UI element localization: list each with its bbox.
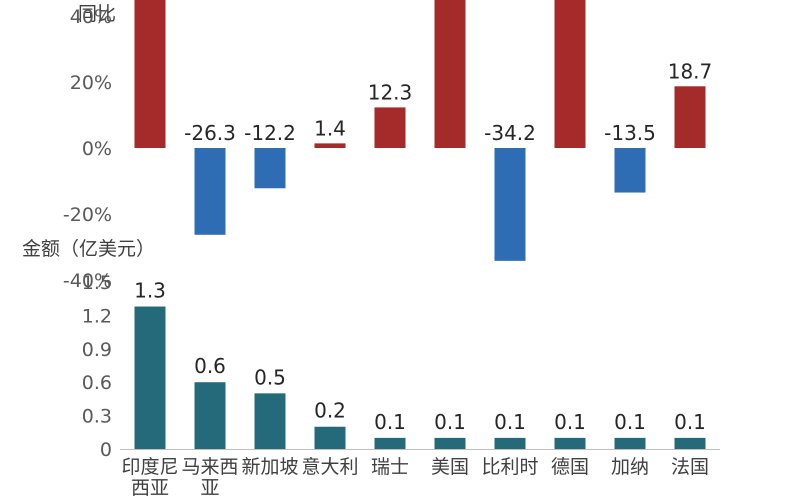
amount-bars	[134, 306, 706, 449]
amount-chart: 金额（亿美元） 1.5 1.2 0.9 0.6 0.3 0 1.3 0.6 0.5 0.2 0.1…	[22, 238, 720, 499]
category-label: 瑞士	[371, 456, 409, 478]
category-label: 法国	[671, 456, 709, 478]
yoy-bar	[554, 0, 586, 148]
amount-bar	[614, 437, 646, 449]
category-label: 美国	[431, 456, 469, 478]
amount-data-label: 0.1	[614, 410, 646, 434]
amount-bar	[434, 437, 466, 449]
amount-y-tick-label: 1.2	[82, 305, 112, 327]
yoy-data-label: 18.7	[668, 59, 713, 83]
amount-data-label: 1.3	[134, 279, 166, 303]
amount-y-tick-label: 0	[100, 439, 112, 461]
amount-data-label: 0.5	[254, 365, 286, 389]
amount-data-label: 0.1	[554, 410, 586, 434]
yoy-bar	[674, 86, 706, 148]
yoy-bar	[254, 148, 286, 189]
yoy-y-tick-label: -40%	[63, 270, 112, 292]
yoy-data-labels: 50.5-26.3-12.21.412.354.9-34.247.2-13.51…	[184, 59, 713, 145]
yoy-data-label: -12.2	[244, 121, 296, 145]
yoy-data-label: -13.5	[604, 121, 656, 145]
amount-data-label: 0.1	[434, 410, 466, 434]
yoy-y-tick-label: 0%	[82, 138, 112, 160]
amount-bar	[494, 437, 526, 449]
amount-data-label: 0.1	[374, 410, 406, 434]
amount-data-label: 0.1	[674, 410, 706, 434]
category-label-line: 意大利	[301, 456, 358, 478]
category-label: 比利时	[481, 456, 538, 478]
category-label-line: 新加坡	[241, 456, 298, 478]
yoy-chart: 同比 60%40%20%0%-20%-40% 50.5-26.3-12.21.4…	[63, 0, 713, 292]
amount-y-tick-label: 0.3	[82, 406, 112, 428]
yoy-bar	[194, 148, 226, 235]
yoy-data-label: -26.3	[184, 121, 236, 145]
amount-y-ticks: 1.5 1.2 0.9 0.6 0.3 0	[82, 272, 112, 461]
category-label: 意大利	[301, 456, 358, 478]
amount-data-label: 0.6	[194, 354, 226, 378]
yoy-y-tick-label: 40%	[70, 6, 112, 28]
category-label: 德国	[551, 456, 589, 478]
yoy-bar	[134, 0, 166, 148]
category-label-line: 印度尼	[121, 456, 178, 478]
category-label-line: 马来西	[181, 456, 238, 478]
yoy-bar	[374, 107, 406, 148]
yoy-data-label: -34.2	[484, 121, 536, 145]
amount-bar	[674, 437, 706, 449]
category-label-line: 法国	[671, 456, 709, 478]
yoy-data-label: 12.3	[368, 80, 413, 104]
category-label-line: 加纳	[611, 456, 649, 478]
amount-y-tick-label: 0.6	[82, 372, 112, 394]
yoy-bars	[134, 0, 706, 261]
amount-data-label: 0.1	[494, 410, 526, 434]
amount-y-tick-label: 1.5	[82, 272, 112, 294]
category-label: 印度尼西亚	[121, 456, 178, 499]
category-label: 加纳	[611, 456, 649, 478]
category-label-line: 德国	[551, 456, 589, 478]
yoy-bar	[434, 0, 466, 148]
category-label: 马来西亚	[181, 456, 238, 499]
amount-axis-title: 金额（亿美元）	[22, 238, 155, 260]
category-label-line: 西亚	[131, 477, 169, 499]
yoy-bar	[314, 143, 346, 148]
category-label-line: 美国	[431, 456, 469, 478]
yoy-bar	[614, 148, 646, 193]
amount-bar	[134, 306, 166, 449]
yoy-axis-title: 同比	[78, 3, 116, 25]
yoy-y-tick-label: 20%	[70, 72, 112, 94]
amount-bar	[254, 393, 286, 449]
yoy-data-label: 1.4	[314, 116, 346, 140]
amount-y-tick-label: 0.9	[82, 339, 112, 361]
yoy-y-tick-label: -20%	[63, 204, 112, 226]
category-label-line: 亚	[200, 477, 219, 499]
category-label-line: 瑞士	[371, 456, 409, 478]
yoy-y-ticks: 60%40%20%0%-20%-40%	[63, 6, 112, 292]
amount-bar	[314, 426, 346, 449]
amount-data-label: 0.2	[314, 399, 346, 423]
amount-bar	[554, 437, 586, 449]
category-label: 新加坡	[241, 456, 298, 478]
amount-bar	[194, 382, 226, 449]
amount-bar	[374, 437, 406, 449]
category-label-line: 比利时	[481, 456, 538, 478]
yoy-bar	[494, 148, 526, 261]
amount-data-labels: 1.3 0.6 0.5 0.2 0.1 0.1 0.1 0.1 0.1 0.1	[134, 279, 706, 434]
